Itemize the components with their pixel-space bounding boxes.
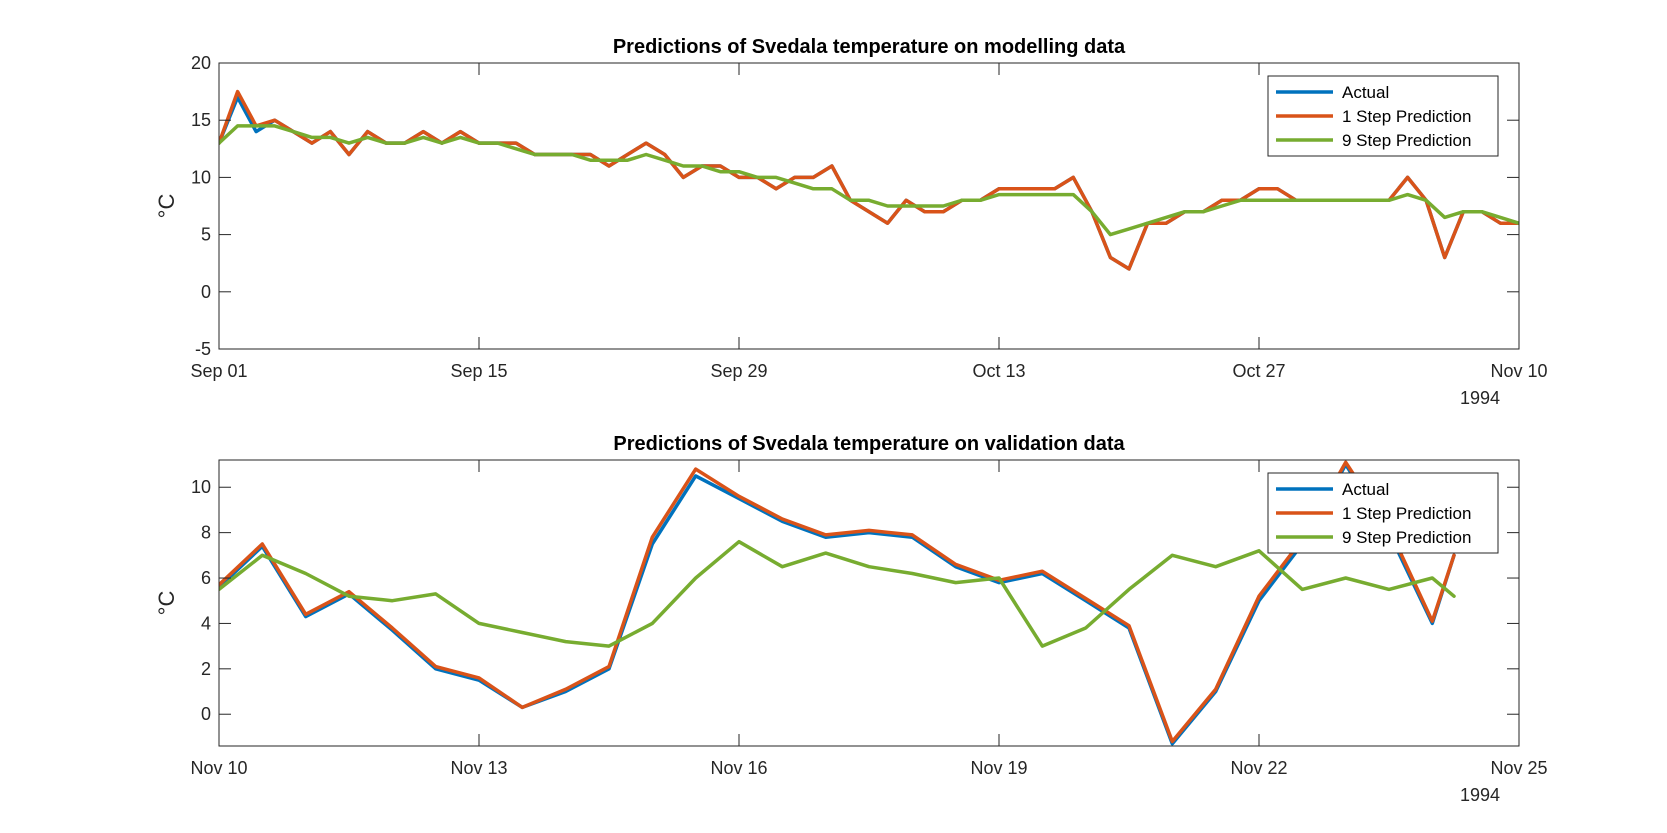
y-tick-label: 20 [191, 53, 211, 73]
y-tick-label: 2 [201, 659, 211, 679]
series-line-3 [219, 124, 1519, 237]
legend-label-2: 1 Step Prediction [1342, 504, 1471, 523]
y-axis-label: °C [154, 591, 179, 616]
chart-1: Sep 01 Sep 15 Sep 29 Oct 13 Oct 27 Nov 10 20 15… [154, 36, 1548, 408]
x-tick-label: Nov 19 [970, 758, 1027, 778]
legend: Actual 1 Step Prediction 9 Step Prediction [1267, 472, 1499, 554]
legend-label-3: 9 Step Prediction [1342, 528, 1471, 547]
axes-box [218, 62, 1520, 350]
y-tick-label: 8 [201, 523, 211, 543]
axes-box [218, 459, 1520, 747]
legend: Actual 1 Step Prediction 9 Step Prediction [1267, 75, 1499, 157]
year-label: 1994 [1460, 785, 1500, 805]
x-tick-label: Nov 25 [1490, 758, 1547, 778]
x-tick-label: Sep 01 [190, 361, 247, 381]
x-tick-label: Nov 13 [450, 758, 507, 778]
x-tick-label: Oct 13 [972, 361, 1025, 381]
y-tick-label: 5 [201, 225, 211, 245]
series-line-3 [219, 539, 1456, 648]
y-tick-label: 0 [201, 704, 211, 724]
y-tick-label: 15 [191, 110, 211, 130]
series-group [219, 89, 1519, 271]
series-group [219, 460, 1456, 746]
y-tick-label: 10 [191, 477, 211, 497]
x-tick-label: Oct 27 [1232, 361, 1285, 381]
y-tick-label: 0 [201, 282, 211, 302]
legend-label-1: Actual [1342, 480, 1389, 499]
chart-title: Predictions of Svedala temperature on va… [613, 433, 1125, 455]
legend-label-1: Actual [1342, 83, 1389, 102]
y-tick-label: 6 [201, 568, 211, 588]
series-line-2 [219, 460, 1456, 744]
x-tick-label: Nov 16 [710, 758, 767, 778]
y-tick-label: -5 [195, 339, 211, 359]
y-axis-label: °C [154, 194, 179, 219]
x-tick-label: Sep 15 [450, 361, 507, 381]
year-label: 1994 [1460, 388, 1500, 408]
x-tick-label: Nov 10 [1490, 361, 1547, 381]
legend-label-3: 9 Step Prediction [1342, 131, 1471, 150]
chart-title: Predictions of Svedala temperature on mo… [613, 36, 1126, 58]
x-tick-label: Nov 10 [190, 758, 247, 778]
y-tick-label: 4 [201, 613, 211, 633]
x-tick-label: Sep 29 [710, 361, 767, 381]
legend-label-2: 1 Step Prediction [1342, 107, 1471, 126]
y-tick-label: 10 [191, 167, 211, 187]
x-tick-label: Nov 22 [1230, 758, 1287, 778]
chart-2: Nov 10 Nov 13 Nov 16 Nov 19 Nov 22 Nov 25 10 8 6… [154, 433, 1548, 805]
